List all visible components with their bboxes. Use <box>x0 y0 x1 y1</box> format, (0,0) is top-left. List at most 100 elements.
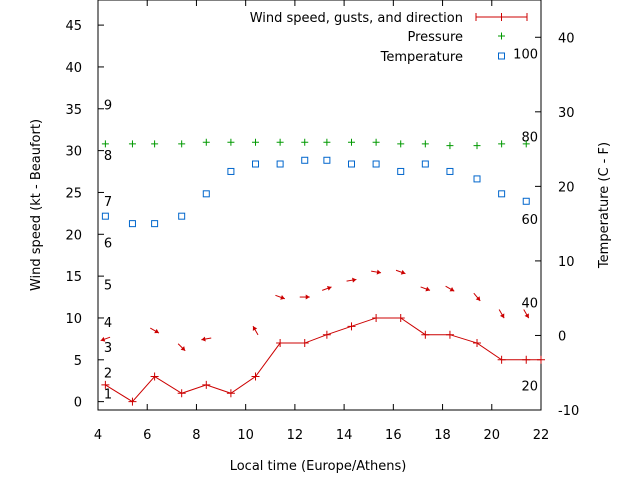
pressure-point <box>522 140 530 148</box>
y-tick-label: 35 <box>65 103 82 118</box>
fahrenheit-label: 100 <box>513 48 538 63</box>
x-tick-label: 6 <box>143 428 151 443</box>
pressure-point <box>202 138 210 146</box>
y2-tick-label: 10 <box>558 255 575 270</box>
wind-arrow-head <box>201 336 206 342</box>
temperature-point <box>101 212 109 220</box>
temperature-point <box>498 190 506 198</box>
beaufort-label: 6 <box>104 237 112 252</box>
beaufort-label: 5 <box>104 278 112 293</box>
wind-point <box>445 330 454 339</box>
wind-arrow <box>100 336 111 342</box>
wind-arrow <box>498 309 505 319</box>
temperature-point <box>151 220 159 228</box>
temperature-point <box>128 220 136 228</box>
temperature-point <box>227 167 235 175</box>
legend-temperature-marker <box>498 52 505 60</box>
temperature-point <box>372 160 380 168</box>
wind-point <box>347 322 356 331</box>
pressure-series <box>101 138 530 150</box>
x-tick-label: 12 <box>287 428 304 443</box>
wind-arrow <box>395 269 406 275</box>
y2-tick-label: 40 <box>558 31 575 46</box>
pressure-point <box>446 142 454 150</box>
x-tick-label: 18 <box>434 428 451 443</box>
temperature-point <box>397 167 405 175</box>
pressure-point <box>397 140 405 148</box>
x-tick-label: 16 <box>385 428 402 443</box>
pressure-point <box>498 140 506 148</box>
pressure-point <box>252 138 260 146</box>
wind-arrow <box>445 285 455 292</box>
temperature-point <box>446 167 454 175</box>
y2-tick-label: 30 <box>558 106 575 121</box>
wind-point <box>473 339 482 348</box>
fahrenheit-labels: 20 40 60 80 100 <box>513 48 538 395</box>
y-tick-label: 5 <box>74 354 82 369</box>
wind-arrow-head <box>100 336 106 342</box>
temperature-point <box>202 190 210 198</box>
y-tick-label: 0 <box>74 396 82 411</box>
beaufort-label: 2 <box>104 366 112 381</box>
wind-point <box>372 313 381 322</box>
beaufort-label: 9 <box>104 99 112 114</box>
pressure-point <box>323 138 331 146</box>
wind-arrow-head <box>499 313 505 319</box>
beaufort-label: 3 <box>104 341 112 356</box>
x-tick-label: 14 <box>336 428 353 443</box>
wind-arrow <box>177 343 186 352</box>
x-tick-label: 4 <box>94 428 102 443</box>
beaufort-label: 4 <box>104 316 112 331</box>
wind-arrow <box>473 292 481 302</box>
wind-arrow <box>346 277 357 283</box>
wind-point <box>322 330 331 339</box>
fahrenheit-label: 20 <box>521 379 538 394</box>
wind-point <box>396 313 405 322</box>
y2-axis-label: Temperature (C - F) <box>597 142 612 269</box>
wind-arrow-head <box>376 269 382 275</box>
x-tick-label: 22 <box>533 428 550 443</box>
y-axis-label: Wind speed (kt - Beaufort) <box>29 119 44 291</box>
temperature-point <box>421 160 429 168</box>
wind-arrow-head <box>449 287 455 292</box>
wind-arrow <box>371 269 382 275</box>
wind-arrow <box>299 294 310 300</box>
x-tick-label: 20 <box>484 428 501 443</box>
pressure-point <box>473 142 481 150</box>
legend-pressure-marker <box>498 32 505 40</box>
beaufort-label: 1 <box>104 387 112 402</box>
x-axis-label: Local time (Europe/Athens) <box>230 459 407 474</box>
temperature-point <box>323 156 331 164</box>
wind-point <box>226 389 235 398</box>
pressure-point <box>301 138 309 146</box>
wind-point <box>150 372 159 381</box>
wind-point <box>537 355 545 364</box>
wind-arrow-head <box>154 328 159 334</box>
temperature-point <box>301 156 309 164</box>
wind-line <box>105 317 541 403</box>
pressure-point <box>128 140 136 148</box>
temperature-point <box>276 160 284 168</box>
wind-arrow <box>150 327 160 334</box>
legend-pressure-label: Pressure <box>407 30 463 45</box>
wind-arrow-head <box>326 285 332 291</box>
axis-ticks <box>97 0 542 411</box>
pressure-point <box>151 140 159 148</box>
legend-wind-marker <box>497 13 506 21</box>
temperature-point <box>178 212 186 220</box>
y2-tick-label: -10 <box>558 404 579 419</box>
wind-point <box>497 355 506 364</box>
wind-point <box>251 372 260 381</box>
fahrenheit-label: 60 <box>521 213 538 228</box>
pressure-point <box>347 138 355 146</box>
legend-wind-label: Wind speed, gusts, and direction <box>250 11 463 26</box>
y-tick-label: 25 <box>65 186 82 201</box>
y-tick-label: 40 <box>65 61 82 76</box>
wind-point <box>128 397 137 406</box>
wind-arrow-head <box>252 326 258 331</box>
wind-arrow-head <box>400 269 406 275</box>
wind-point <box>522 355 531 364</box>
wind-point <box>177 389 186 398</box>
pressure-point <box>178 140 186 148</box>
